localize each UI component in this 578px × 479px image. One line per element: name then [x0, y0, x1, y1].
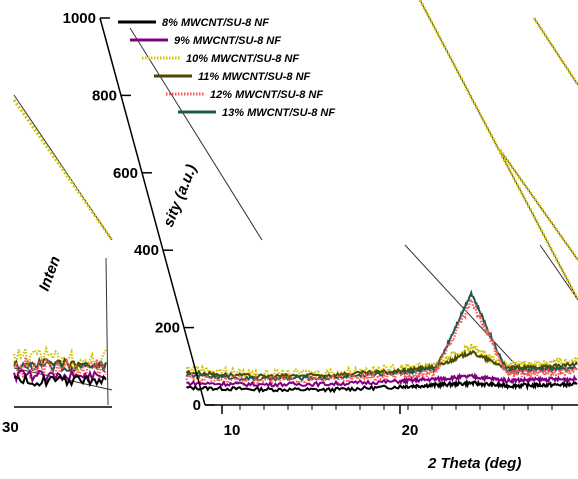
- y-axis-title-part-2: sity (a.u.): [160, 162, 200, 229]
- legend-label-0: 8% MWCNT/SU-8 NF: [162, 17, 269, 29]
- y-tick-label-400: 400: [134, 242, 159, 259]
- depth-guide-line-1: [129, 27, 263, 241]
- x-axis-title: 2 Theta (deg): [427, 455, 521, 472]
- series-line-4: [185, 296, 578, 387]
- x-tick-label-10: 10: [224, 422, 241, 439]
- y-tick-label-200: 200: [155, 320, 180, 337]
- depth-trace-line-0: [12, 99, 114, 241]
- depth-trace-line-1: [418, 0, 578, 301]
- series-layer: [12, 289, 578, 394]
- legend-label-3: 11% MWCNT/SU-8 NF: [198, 71, 311, 83]
- legend-label-2: 10% MWCNT/SU-8 NF: [186, 53, 299, 65]
- x-tick-label-20: 20: [402, 422, 419, 439]
- x-tick-partial: 30: [2, 419, 19, 436]
- legend-label-5: 13% MWCNT/SU-8 NF: [222, 107, 335, 119]
- legend-label-1: 9% MWCNT/SU-8 NF: [174, 35, 281, 47]
- plot-guides: [12, 0, 578, 406]
- series-back-stub-0: [13, 372, 107, 389]
- y-tick-label-0: 0: [193, 397, 201, 414]
- y-tick-label-600: 600: [113, 165, 138, 182]
- legend: 8% MWCNT/SU-8 NF 9% MWCNT/SU-8 NF 10% MWCN…: [118, 17, 335, 119]
- series-line-1: [186, 372, 578, 388]
- y-tick-label-1000: 1000: [63, 10, 96, 27]
- series-line-0: [186, 378, 578, 394]
- y-tick-label-800: 800: [92, 87, 117, 104]
- y-axis-title-part-1: Inten: [36, 254, 64, 293]
- series-back-stub-2: [12, 344, 107, 374]
- depth-guide-line-3: [105, 257, 109, 406]
- legend-label-4: 12% MWCNT/SU-8 NF: [210, 89, 323, 101]
- depth-guide-line-7: [404, 244, 526, 376]
- series-back-stub-5: [13, 359, 107, 374]
- depth-trace-line-3: [498, 149, 578, 261]
- depth-trace-line-2: [532, 17, 578, 86]
- y-axis-line: [99, 17, 206, 406]
